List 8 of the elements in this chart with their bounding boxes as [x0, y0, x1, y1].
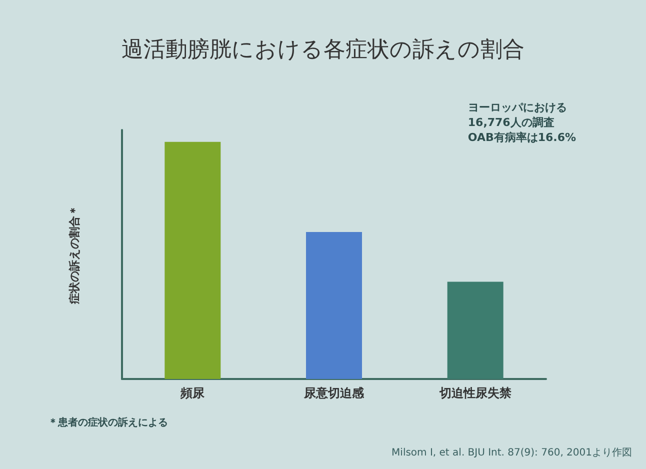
x-tick-label: 頻尿 — [180, 386, 206, 400]
text: ＊患者の症状の訴えによる — [48, 416, 168, 428]
annotation: ヨーロッパにおける 16,776人の調査 OAB有病率は16.6% — [468, 101, 576, 144]
x-tick-label: 切迫性尿失禁 — [438, 386, 512, 400]
chart-title: 過活動膀胱における各症状の訴えの割合 — [122, 38, 524, 62]
y-axis-title: 症状の訴えの割合＊ — [68, 205, 81, 305]
x-tick-label: 尿意切迫感 — [303, 386, 365, 400]
text: Milsom I, et al. BJU Int. 87(9): 760, 2001より作図 — [392, 448, 632, 458]
